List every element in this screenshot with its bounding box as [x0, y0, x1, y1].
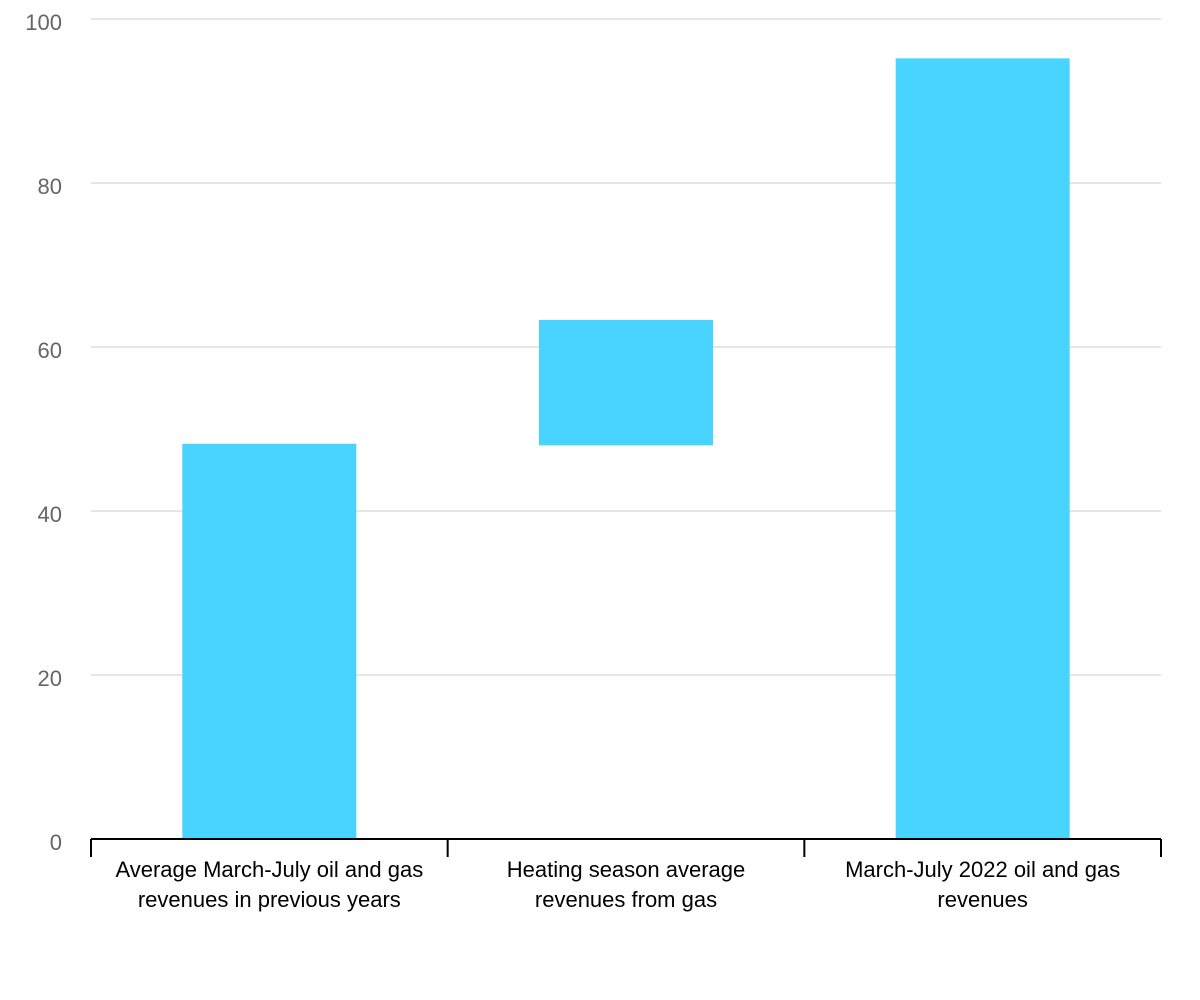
bars — [182, 58, 1070, 840]
y-axis-tick-labels: 0 20 40 60 80 100 — [25, 10, 62, 855]
x-axis-category-label: Heating season average revenues from gas — [506, 857, 746, 912]
bar — [182, 443, 357, 839]
y-tick-label: 20 — [38, 666, 62, 691]
bar — [539, 319, 713, 446]
y-tick-label: 100 — [25, 10, 62, 35]
y-tick-label: 40 — [38, 502, 62, 527]
x-axis-category-label: March-July 2022 oil and gas revenues — [845, 857, 1121, 912]
y-tick-label: 0 — [50, 830, 62, 855]
x-axis — [90, 838, 1162, 857]
y-tick-label: 80 — [38, 174, 62, 199]
x-axis-category-label: Average March-July oil and gas revenues … — [115, 857, 424, 912]
y-tick-label: 60 — [38, 338, 62, 363]
bar — [895, 58, 1070, 840]
